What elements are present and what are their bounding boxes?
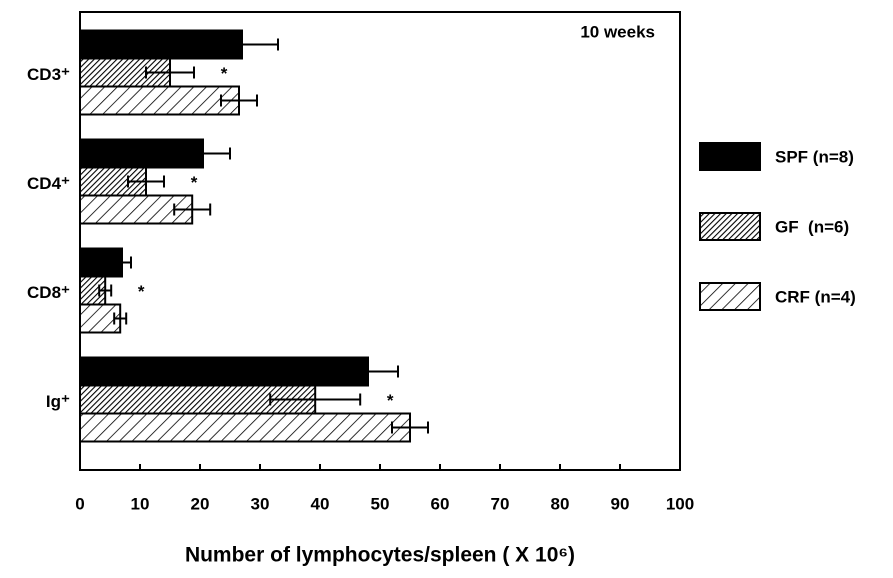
error-bar bbox=[205, 38, 279, 51]
bar bbox=[79, 85, 240, 116]
y-tick-label: CD4⁺ bbox=[27, 174, 70, 193]
x-tick-label: 0 bbox=[75, 494, 84, 513]
significance-mark: * bbox=[387, 391, 394, 410]
x-tick-label: 50 bbox=[371, 494, 390, 513]
bar bbox=[79, 356, 369, 387]
significance-mark: * bbox=[138, 282, 145, 301]
legend-swatch bbox=[699, 142, 761, 171]
significance-mark: * bbox=[191, 173, 198, 192]
legend-label: CRF (n=4) bbox=[775, 287, 856, 306]
error-bar bbox=[112, 256, 132, 269]
y-tick-label: CD3⁺ bbox=[27, 65, 70, 84]
y-tick-label: Ig⁺ bbox=[46, 392, 70, 411]
x-tick-label: 60 bbox=[431, 494, 450, 513]
x-tick-label: 30 bbox=[251, 494, 270, 513]
x-tick-label: 90 bbox=[611, 494, 630, 513]
x-axis-label: Number of lymphocytes/spleen ( X 10⁶) bbox=[185, 544, 575, 567]
x-tick-label: 80 bbox=[551, 494, 570, 513]
error-bar bbox=[145, 66, 195, 79]
bar bbox=[79, 412, 411, 443]
x-tick-label: 20 bbox=[191, 494, 210, 513]
error-bar bbox=[127, 175, 165, 188]
y-tick-label: CD8⁺ bbox=[27, 283, 70, 302]
significance-mark: * bbox=[221, 64, 228, 83]
error-bar bbox=[98, 284, 113, 297]
error-bar bbox=[175, 147, 231, 160]
error-bar bbox=[391, 421, 429, 434]
x-tick-label: 70 bbox=[491, 494, 510, 513]
error-bar bbox=[269, 393, 362, 406]
legend-swatch bbox=[699, 282, 761, 311]
error-bar bbox=[337, 365, 399, 378]
legend-label: GF (n=6) bbox=[775, 217, 849, 236]
error-bar bbox=[113, 312, 128, 325]
legend-label: SPF (n=8) bbox=[775, 147, 854, 166]
annotation: 10 weeks bbox=[580, 22, 655, 41]
legend-swatch bbox=[699, 212, 761, 241]
x-tick-label: 10 bbox=[131, 494, 150, 513]
x-tick-label: 100 bbox=[666, 494, 694, 513]
error-bar bbox=[220, 94, 258, 107]
error-bar bbox=[173, 203, 212, 216]
x-tick-label: 40 bbox=[311, 494, 330, 513]
